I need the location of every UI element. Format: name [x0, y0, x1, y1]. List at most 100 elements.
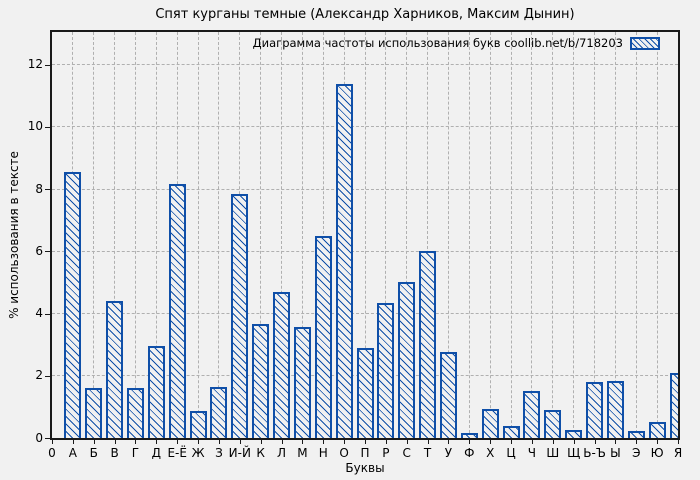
y-tick-label: 6 — [35, 243, 43, 258]
chart-title: Спят курганы темные (Александр Харников,… — [155, 7, 575, 22]
x-tick-mark — [344, 440, 346, 444]
x-tick-label-З: З — [215, 446, 223, 460]
x-tick-label-Х: Х — [486, 446, 495, 460]
gridline-horizontal — [52, 313, 678, 315]
plot-canvas — [52, 32, 678, 438]
gridline-vertical — [552, 32, 554, 438]
bar-Ы — [606, 381, 624, 438]
x-tick-label-М: М — [297, 446, 308, 460]
x-tick-label-К: К — [256, 446, 265, 460]
gridline-vertical — [635, 32, 637, 438]
x-tick-label-Ж: Ж — [191, 446, 205, 460]
x-tick-mark — [490, 440, 492, 444]
bar-П — [356, 348, 374, 438]
x-tick-label-Ц: Ц — [506, 446, 516, 460]
y-axis-label: % использования в тексте — [7, 151, 21, 319]
x-tick-label-Е-Ё: Е-Ё — [167, 446, 187, 460]
gridline-vertical — [510, 32, 512, 438]
bar-Д — [147, 346, 165, 438]
x-tick-label-Ч: Ч — [527, 446, 537, 460]
x-tick-label-Д: Д — [151, 446, 162, 460]
y-tick-mark — [45, 189, 50, 191]
x-tick-label-Н: Н — [318, 446, 328, 460]
y-tick-label: 2 — [35, 368, 43, 383]
x-tick-label-Т: Т — [423, 446, 432, 460]
x-tick-label-Э: Э — [632, 446, 641, 460]
gridline-vertical — [406, 32, 408, 438]
bar-Ц — [502, 425, 520, 438]
x-tick-mark — [657, 440, 659, 444]
legend: Диаграмма частоты использования букв coo… — [253, 36, 660, 50]
bar-Х — [481, 409, 499, 438]
gridline-vertical — [614, 32, 616, 438]
x-tick-mark — [469, 440, 471, 444]
bar-А — [64, 172, 82, 438]
gridline-vertical — [197, 32, 199, 438]
gridline-horizontal — [52, 188, 678, 190]
bar-Ж — [189, 410, 207, 438]
bar-Л — [273, 291, 291, 438]
x-tick-label-Б: Б — [89, 446, 98, 460]
x-tick-label-О: О — [339, 446, 349, 460]
x-tick-mark — [281, 440, 283, 444]
y-tick-mark — [45, 251, 50, 253]
bar-Щ — [565, 430, 583, 438]
bar-М — [293, 326, 311, 438]
x-tick-mark — [406, 440, 408, 444]
x-tick-label-Ш: Ш — [546, 446, 560, 460]
y-tick-label: 4 — [35, 306, 43, 321]
bar-Ш — [544, 410, 562, 438]
y-tick-mark — [45, 375, 50, 377]
x-tick-mark — [302, 440, 304, 444]
bar-Ю — [648, 422, 666, 438]
x-tick-mark — [114, 440, 116, 444]
bar-Е-Ё — [168, 183, 186, 438]
y-tick-label: 8 — [35, 181, 43, 196]
x-tick-mark — [177, 440, 179, 444]
x-tick-mark — [511, 440, 513, 444]
x-tick-label-А: А — [68, 446, 77, 460]
x-tick-mark — [198, 440, 200, 444]
gridline-vertical — [489, 32, 491, 438]
x-tick-mark — [636, 440, 638, 444]
x-tick-mark — [573, 440, 575, 444]
x-tick-mark — [427, 440, 429, 444]
x-tick-mark — [552, 440, 554, 444]
legend-swatch-hatched-bar — [630, 36, 660, 50]
gridline-horizontal — [52, 250, 678, 252]
y-tick-mark — [45, 64, 50, 66]
bar-Ч — [523, 390, 541, 438]
bar-О — [335, 83, 353, 438]
gridline-vertical — [301, 32, 303, 438]
y-tick-mark — [45, 438, 50, 439]
x-tick-label-И-Й: И-Й — [228, 446, 251, 460]
x-tick-label-П: П — [360, 446, 370, 460]
x-tick-label-Я: Я — [673, 446, 683, 460]
y-tick-mark — [45, 126, 50, 128]
bar-К — [252, 324, 270, 438]
x-tick-mark — [594, 440, 596, 444]
gridline-vertical — [114, 32, 116, 438]
x-tick-mark — [156, 440, 158, 444]
bar-Г — [126, 387, 144, 438]
bar-Э — [627, 431, 645, 438]
x-tick-label-Л: Л — [277, 446, 287, 460]
gridline-vertical — [531, 32, 533, 438]
y-tick-label: 0 — [35, 430, 43, 445]
gridline-vertical — [427, 32, 429, 438]
x-tick-mark — [365, 440, 366, 444]
bar-Б — [85, 387, 103, 438]
bar-Ф — [460, 433, 478, 438]
bar-И-Й — [231, 193, 249, 438]
x-tick-mark — [52, 440, 53, 444]
x-tick-label-Ф: Ф — [464, 446, 475, 460]
gridline-vertical — [594, 32, 596, 438]
gridline-vertical — [447, 32, 449, 438]
x-tick-label-Ы: Ы — [610, 446, 621, 460]
x-tick-mark — [323, 440, 325, 444]
x-tick-label-Щ: Щ — [567, 446, 581, 460]
x-tick-label-Р: Р — [382, 446, 390, 460]
gridline-horizontal — [52, 64, 678, 66]
gridline-vertical — [656, 32, 658, 438]
